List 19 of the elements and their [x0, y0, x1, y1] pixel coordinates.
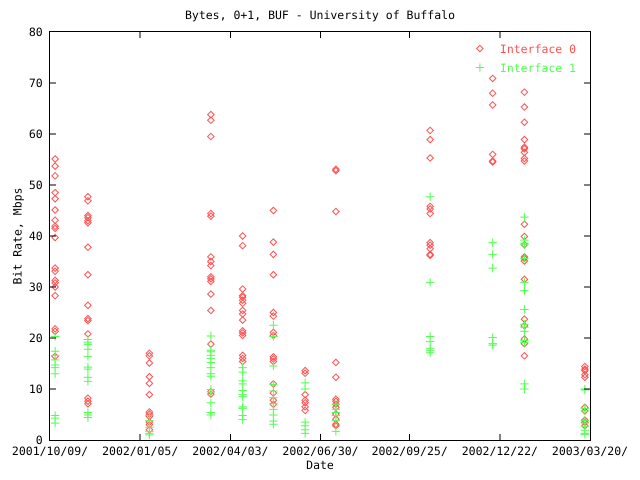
x-tick-label: 2003/03/20/: [552, 444, 628, 458]
x-tick-label: 2002/01/05/: [102, 444, 178, 458]
y-tick-label: 50: [28, 178, 43, 192]
x-tick-label: 2002/06/30/: [282, 444, 359, 458]
y-tick-label: 80: [28, 25, 43, 40]
y-tick-label: 20: [28, 331, 43, 346]
y-tick-label: 40: [28, 229, 43, 244]
legend-label: Interface 0: [500, 42, 576, 56]
y-tick-label: 60: [28, 127, 43, 142]
x-axis-title: Date: [306, 458, 334, 472]
y-tick-label: 70: [28, 76, 43, 90]
x-tick-label: 2002/12/22/: [462, 444, 538, 458]
chart-title: Bytes, 0+1, BUF - University of Buffalo: [184, 8, 456, 22]
y-tick-label: 30: [28, 280, 43, 294]
y-axis-title: Bit Rate, Mbps: [10, 188, 24, 284]
y-tick-label: 10: [28, 382, 43, 396]
x-tick-label: 2002/09/25/: [372, 444, 448, 458]
x-tick-label: 2002/04/03/: [192, 444, 268, 458]
legend-label: Interface 1: [500, 61, 576, 76]
